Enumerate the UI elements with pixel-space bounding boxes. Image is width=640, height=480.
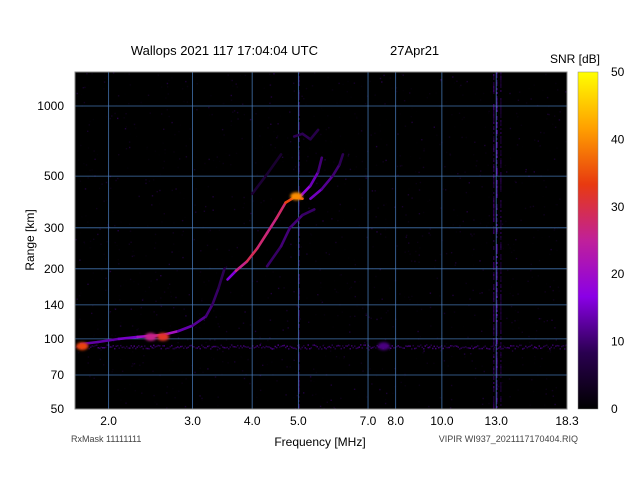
x-tick-label: 4.0 (244, 414, 261, 428)
trace-e-layer-segment (117, 335, 139, 341)
plot-frame (74, 71, 568, 410)
trace-f1-echo-segment (234, 260, 249, 273)
trace-lower-branch-segment (301, 208, 316, 217)
trace-f2-x-trace-segment (316, 156, 324, 174)
trace-e-layer-segment (96, 337, 121, 344)
x-tick-label: 2.0 (100, 414, 117, 428)
trace-e-layer-segment (191, 314, 208, 327)
echo-blob (377, 342, 390, 351)
y-tick-label: 50 (51, 402, 65, 416)
x-axis-ticks: 2.0 3.0 4.0 5.0 7.0 8.0 10.0 13.0 18.3 (100, 414, 579, 428)
trace-f2-x-trace-segment (309, 170, 320, 187)
y-tick-label: 300 (44, 221, 64, 235)
x-tick-label: 7.0 (360, 414, 377, 428)
trace-spread-f-segment (301, 132, 312, 141)
trace-lower-branch-segment (265, 244, 283, 268)
footer-left: RxMask 11111111 (71, 434, 141, 444)
x-tick-label: 3.0 (184, 414, 201, 428)
y-tick-label: 100 (44, 332, 64, 346)
echo-traces (76, 128, 390, 351)
y-axis-ticks: 50 70 100 140 200 300 500 1000 (37, 99, 64, 416)
colorbar-tick-30: 30 (611, 200, 625, 214)
trace-f1-echo-segment (245, 247, 259, 263)
trace-lower-branch-segment (288, 213, 304, 230)
trace-f2-o-trace-segment (320, 174, 334, 191)
x-axis-label: Frequency [MHz] (274, 435, 365, 449)
trace-f2-o-trace-segment (309, 187, 324, 200)
x-tick-label: 13.0 (485, 414, 509, 428)
trace-f1-echo-segment (265, 216, 278, 235)
colorbar (577, 71, 599, 410)
colorbar-ticks: 0 10 20 30 40 50 (611, 65, 625, 416)
trace-e-layer-segment (211, 286, 220, 307)
y-axis-label: Range [km] (23, 209, 37, 270)
colorbar-tick-40: 40 (611, 132, 625, 146)
trace-e-layer-segment (217, 267, 226, 290)
trace-f2-x-trace-segment (299, 184, 312, 198)
colorbar-tick-20: 20 (611, 267, 625, 281)
y-tick-label: 200 (44, 262, 64, 276)
trace-f1-echo-segment (255, 231, 269, 250)
footer-right: VIPIR WI937_2021117170404.RIQ (439, 434, 578, 444)
noise-layer (75, 72, 567, 409)
colorbar-label: SNR [dB] (550, 52, 600, 66)
trace-f2-o-trace-segment (338, 153, 345, 166)
trace-faint-upper-segment (250, 172, 269, 196)
trace-spread-f-segment (309, 128, 320, 141)
x-tick-label: 5.0 (290, 414, 307, 428)
y-tick-label: 140 (44, 298, 64, 312)
grid (75, 72, 567, 409)
colorbar-tick-10: 10 (611, 335, 625, 349)
trace-e-layer-segment (177, 324, 194, 333)
x-tick-label: 18.3 (555, 414, 579, 428)
chart-title: Wallops 2021 117 17:04:04 UTC (131, 43, 318, 58)
colorbar-tick-50: 50 (611, 65, 625, 79)
echo-blob (290, 192, 303, 201)
colorbar-tick-0: 0 (611, 402, 618, 416)
plot-area (75, 72, 567, 409)
y-tick-label: 1000 (37, 99, 64, 113)
chart-date: 27Apr21 (390, 43, 439, 58)
x-tick-label: 10.0 (430, 414, 454, 428)
trace-lower-branch-segment (279, 226, 292, 248)
trace-spread-f-segment (292, 132, 304, 138)
trace-e-layer-segment (204, 303, 214, 318)
trace-f1-echo-segment (275, 201, 287, 220)
trace-f1-echo-segment (226, 269, 238, 281)
trace-f2-o-trace-segment (331, 163, 341, 178)
x-tick-label: 8.0 (387, 414, 404, 428)
echo-blob (76, 342, 89, 351)
echo-blob (144, 332, 157, 341)
trace-faint-upper-segment (265, 153, 283, 176)
y-tick-label: 500 (44, 169, 64, 183)
echo-blob (157, 332, 169, 341)
y-tick-label: 70 (51, 368, 65, 382)
